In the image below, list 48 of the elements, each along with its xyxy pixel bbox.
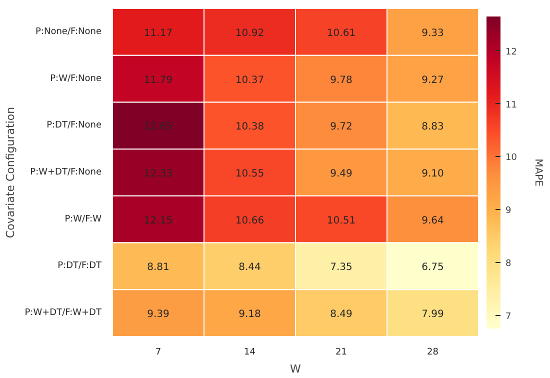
data-label: 9.78 [330,74,352,86]
y-tick-label: P:W/F:None [50,74,102,84]
y-axis-title: Covariate Configuration [4,106,17,238]
y-tick-label: P:W+DT/F:W+DT [24,308,102,318]
data-label: 7.99 [422,309,444,320]
data-label: 9.10 [422,168,444,180]
data-label: 10.61 [326,28,356,39]
data-label: 10.37 [235,74,264,86]
data-label: 8.81 [147,262,170,274]
data-label: 10.92 [235,28,264,39]
data-label: 7.35 [330,262,352,274]
color-bar-label: 7 [506,312,512,322]
data-label: 9.49 [330,168,352,180]
data-label: 12.15 [144,215,173,226]
x-tick-label: 14 [244,348,256,358]
color-bar-label: 11 [506,100,517,110]
data-label: 10.38 [235,122,264,133]
x-axis-title: W [290,362,302,376]
data-label: 6.75 [422,262,444,274]
color-bar-label: 10 [506,153,518,164]
x-tick-label: 28 [427,348,439,358]
data-label: 9.27 [422,74,444,86]
x-tick-label: 21 [336,348,347,358]
y-tick-label: P:W/F:W [64,214,102,224]
color-bar-label: 9 [506,206,512,216]
color-bar-title: MAPE [532,158,544,186]
data-label: 10.66 [235,215,264,226]
data-label: 12.33 [144,168,173,180]
data-label: 11.17 [144,28,173,39]
y-tick-label: P:W+DT/F:None [30,168,102,178]
y-tick-label: P:DT/F:None [46,120,102,131]
color-bar-label: 12 [506,47,517,58]
data-label: 9.72 [330,122,352,133]
data-label: 9.39 [147,309,170,320]
y-tick-label: P:DT/F:DT [58,261,102,272]
x-tick-label: 7 [155,348,162,358]
data-label: 11.79 [144,74,173,86]
data-label: 12.65 [144,122,173,133]
y-tick-label: P:None/F:None [36,26,102,37]
data-label: 8.44 [238,262,261,274]
data-label: 9.64 [422,215,444,226]
data-label: 10.55 [235,168,264,180]
color-bar-label: 8 [506,258,512,269]
data-label: 9.33 [422,28,444,39]
data-label: 8.49 [330,309,352,320]
data-label: 8.83 [422,122,444,133]
data-label: 9.18 [238,309,261,320]
data-label: 10.51 [326,215,356,226]
